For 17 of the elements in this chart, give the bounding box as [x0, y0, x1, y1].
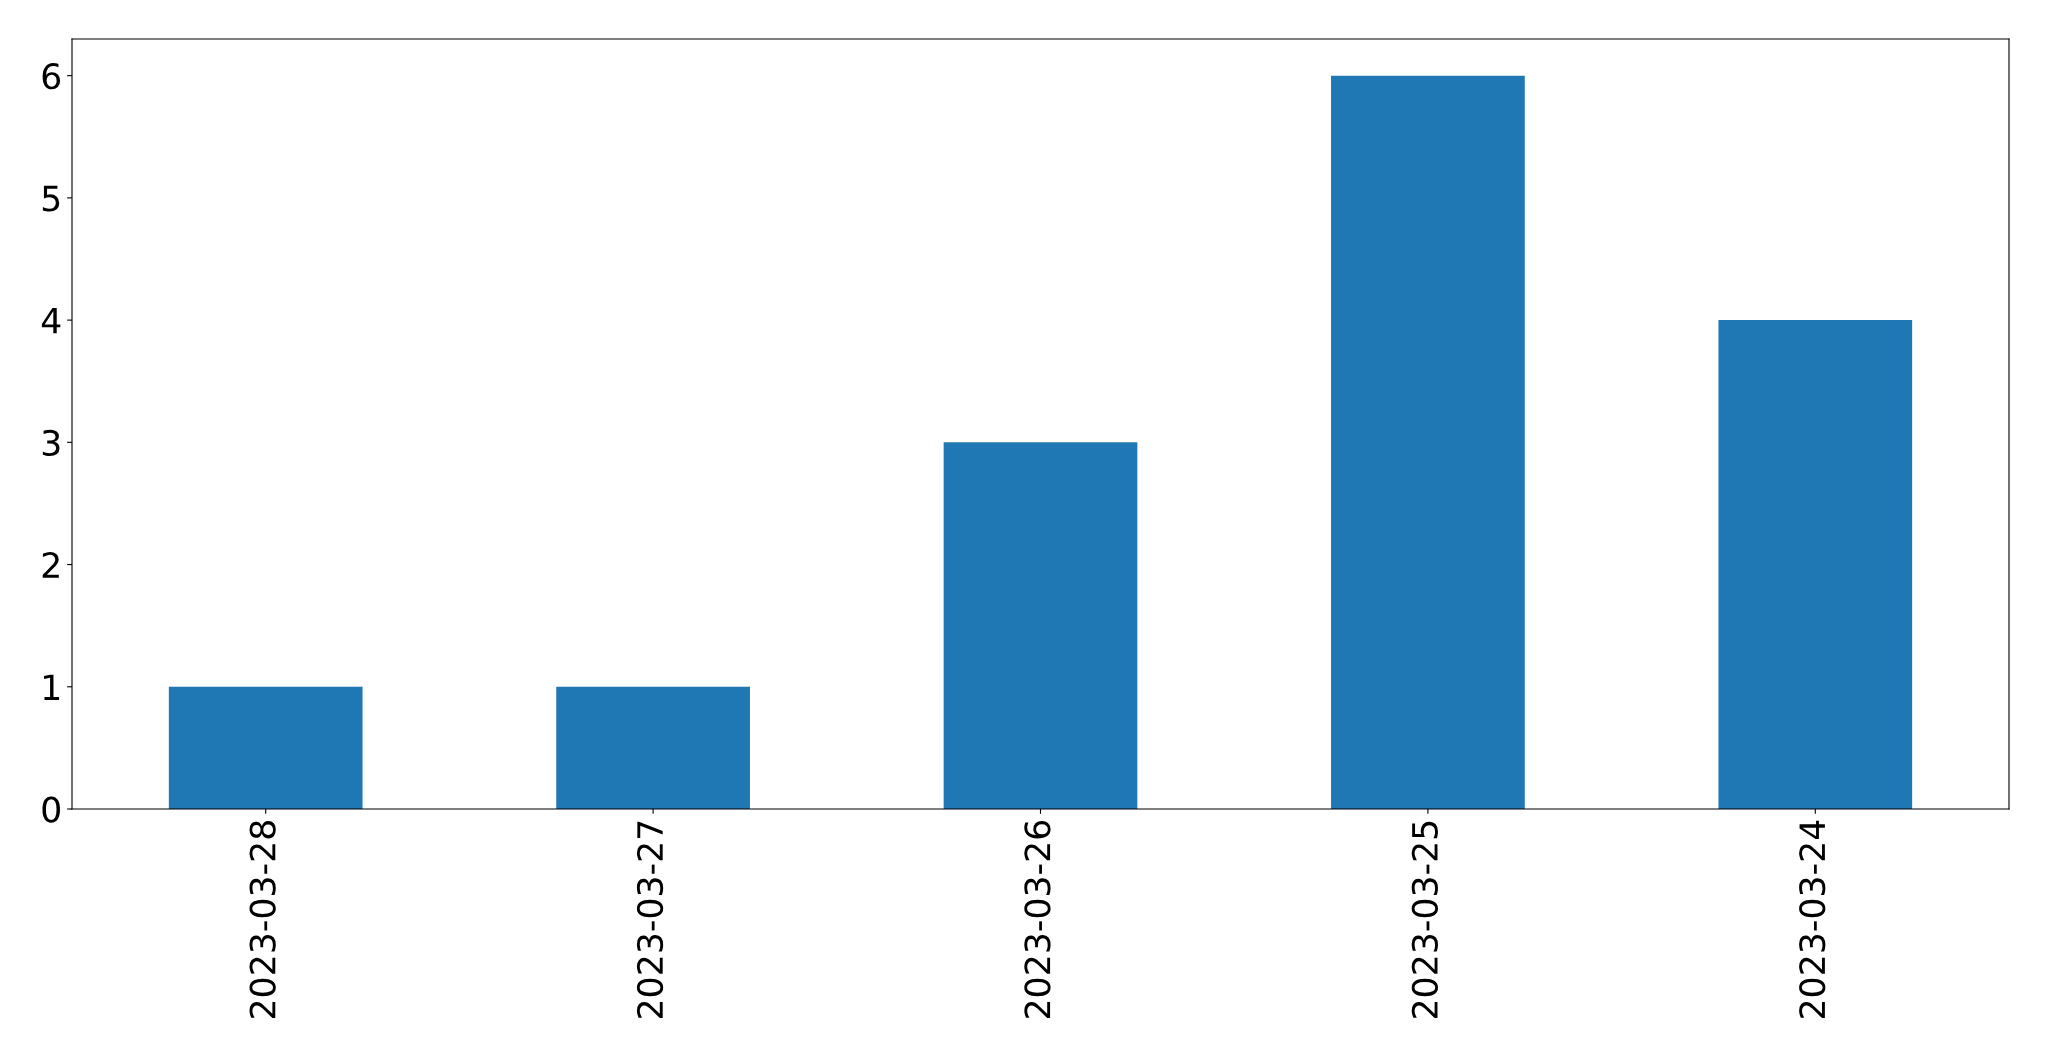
- x-tick-label: 2023-03-25: [1411, 821, 1438, 1018]
- bar: [1718, 320, 1913, 809]
- x-tick-label: 2023-03-27: [636, 821, 664, 1018]
- y-tick-label: 4: [41, 307, 61, 334]
- x-tick-label: 2023-03-26: [1024, 820, 1051, 1018]
- y-tick-label: 1: [44, 674, 60, 700]
- y-tick-label: 2: [42, 551, 59, 578]
- y-tick-label: 6: [42, 63, 61, 90]
- bar: [168, 686, 363, 809]
- y-tick-label: 3: [42, 429, 60, 457]
- x-tick-label: 2023-03-28: [249, 821, 276, 1018]
- y-tick-label: 5: [42, 185, 60, 212]
- bar: [943, 442, 1138, 809]
- y-tick-label: 0: [42, 796, 60, 823]
- x-tick-label: 2023-03-24: [1799, 820, 1826, 1018]
- bar: [1331, 75, 1525, 809]
- bar: [556, 686, 750, 809]
